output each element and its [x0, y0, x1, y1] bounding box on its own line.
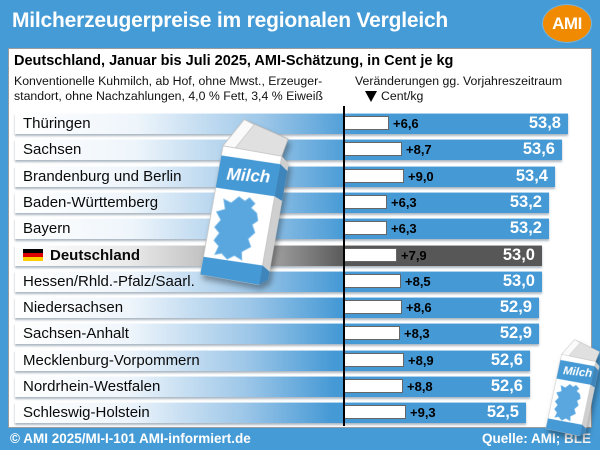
change-value: +8,7: [406, 142, 432, 157]
change-value: +8,9: [408, 353, 434, 368]
price-value: 52,5: [486, 403, 519, 421]
change-value: +6,6: [393, 116, 419, 131]
ami-logo-text: AMI: [552, 13, 582, 33]
change-annotation: Veränderungen gg. Vorjahreszeitraum Cent…: [355, 74, 589, 104]
milk-carton-graphic: Milch: [545, 339, 600, 437]
bar-row: Hessen/Rhld.-Pfalz/Saarl. +8,5 53,0: [15, 271, 542, 292]
change-bar: [343, 116, 389, 130]
price-value: 53,2: [509, 219, 542, 237]
copyright-text: © AMI 2025/MI-I-101 AMI-informiert.de: [10, 431, 251, 446]
region-label: Mecklenburg-Vorpommern: [23, 352, 200, 369]
region-label: Bayern: [23, 220, 71, 237]
change-bar: [343, 142, 402, 156]
change-value: +7,9: [401, 248, 427, 263]
change-bar: [343, 274, 401, 288]
region-label: Sachsen-Anhalt: [23, 325, 129, 342]
bar-row: Schleswig-Holstein +9,3 52,5: [15, 402, 526, 423]
change-value: +6,3: [391, 195, 417, 210]
bar-row: Niedersachsen +8,6 52,9: [15, 297, 539, 318]
chart-panel: Deutschland, Januar bis Juli 2025, AMI-S…: [8, 48, 600, 437]
price-value: 52,6: [490, 351, 523, 369]
price-value: 53,8: [528, 114, 561, 132]
germany-map-icon: [554, 383, 581, 422]
change-bar: [343, 248, 397, 262]
germany-map-icon: [213, 196, 259, 261]
ami-logo: AMI: [543, 5, 591, 42]
milk-carton-illustration-large: Milch: [177, 102, 306, 304]
change-value: +9,3: [410, 405, 436, 420]
price-value: 52,9: [499, 324, 532, 342]
region-label: Niedersachsen: [23, 299, 124, 316]
footer-bar: © AMI 2025/MI-I-101 AMI-informiert.de Qu…: [0, 428, 600, 450]
change-value: +6,3: [391, 221, 417, 236]
price-value: 53,0: [502, 272, 535, 290]
chart-subtitle: Deutschland, Januar bis Juli 2025, AMI-S…: [14, 53, 454, 69]
change-value: +8,5: [405, 274, 431, 289]
price-value: 53,6: [522, 140, 555, 158]
change-bar: [343, 405, 406, 419]
change-bar: [343, 221, 387, 235]
down-arrow-icon: [365, 91, 377, 102]
change-bar: [343, 326, 400, 340]
methodology-note-line2: standort, ohne Nachzahlungen, 4,0 % Fett…: [14, 89, 323, 103]
bar-row: Nordrhein-Westfalen +8,8 52,6: [15, 376, 530, 397]
change-value: +9,0: [408, 169, 434, 184]
change-bar: [343, 379, 403, 393]
bar-row-highlight: Deutschland +7,9 53,0: [15, 245, 542, 266]
change-annotation-line2: Cent/kg: [365, 89, 589, 104]
germany-flag-icon: [23, 249, 43, 261]
change-bar: [343, 169, 404, 183]
milch-label-large: Milch: [226, 164, 271, 187]
axis-line: [343, 106, 345, 426]
price-value: 53,4: [515, 167, 548, 185]
region-label: Baden-Württemberg: [23, 194, 159, 211]
region-label: Schleswig-Holstein: [23, 404, 150, 421]
bar-row: Bayern +6,3 53,2: [15, 218, 549, 239]
bar-row: Sachsen +8,7 53,6: [15, 139, 562, 160]
price-value: 52,9: [499, 298, 532, 316]
change-value: +8,3: [404, 326, 430, 341]
region-label: Thüringen: [23, 115, 91, 132]
methodology-note-line1: Konventionelle Kuhmilch, ab Hof, ohne Mw…: [14, 74, 323, 88]
region-label: Nordrhein-Westfalen: [23, 378, 161, 395]
bar-row: Sachsen-Anhalt +8,3 52,9: [15, 323, 539, 344]
price-value: 53,2: [509, 193, 542, 211]
milk-carton-illustration-small: Milch: [532, 328, 600, 447]
region-label: Sachsen: [23, 141, 82, 158]
bar-row: Baden-Württemberg +6,3 53,2: [15, 192, 549, 213]
region-label: Hessen/Rhld.-Pfalz/Saarl.: [23, 273, 195, 290]
change-value: +8,8: [407, 379, 433, 394]
milch-label-small: Milch: [563, 365, 593, 380]
milk-carton-graphic: Milch: [199, 119, 289, 286]
price-value: 52,6: [490, 377, 523, 395]
methodology-note: Konventionelle Kuhmilch, ab Hof, ohne Mw…: [14, 74, 323, 104]
change-bar: [343, 300, 402, 314]
region-label: Brandenburg und Berlin: [23, 168, 182, 185]
bar-row: Thüringen +6,6 53,8: [15, 113, 568, 134]
source-text: Quelle: AMI; BLE: [481, 431, 591, 446]
change-value: +8,6: [406, 300, 432, 315]
change-bar: [343, 353, 404, 367]
bar-row: Mecklenburg-Vorpommern +8,9 52,6: [15, 350, 530, 371]
page-title: Milcherzeugerpreise im regionalen Vergle…: [12, 9, 449, 32]
region-label: Deutschland: [23, 245, 140, 266]
price-value: 53,0: [502, 246, 535, 264]
change-annotation-line1: Veränderungen gg. Vorjahreszeitraum: [355, 74, 563, 88]
change-bar: [343, 195, 387, 209]
